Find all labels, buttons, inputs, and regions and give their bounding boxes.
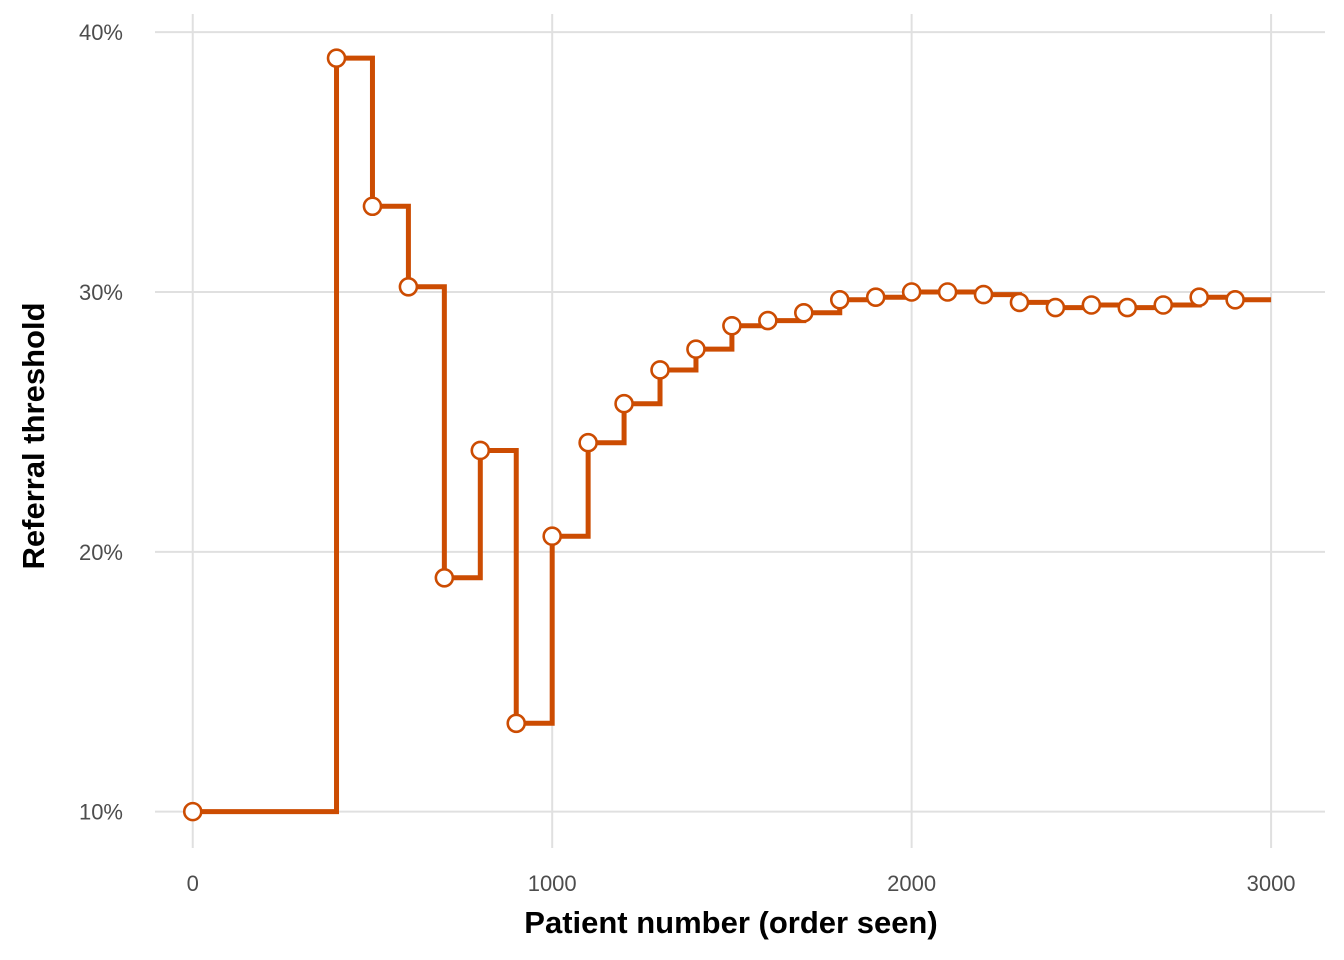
x-tick-label: 1000 (528, 871, 577, 896)
data-point (937, 282, 958, 302)
y-tick-label: 10% (79, 800, 123, 825)
step-line (192, 55, 1272, 815)
data-point (1189, 287, 1209, 307)
data-point (362, 196, 383, 217)
data-point (1117, 297, 1138, 318)
data-point (758, 310, 778, 331)
data-point (434, 567, 455, 588)
data-point (650, 360, 670, 380)
y-axis-ticks: 10% 20% 30% 40% (79, 20, 123, 824)
data-point (578, 432, 598, 453)
x-tick-label: 2000 (887, 871, 936, 896)
data-point (506, 713, 527, 734)
data-point (794, 302, 814, 323)
x-tick-label: 0 (187, 871, 199, 896)
data-point (901, 282, 922, 302)
y-axis-title: Referral threshold (16, 302, 51, 569)
y-tick-label: 40% (79, 20, 123, 45)
threshold-points (182, 48, 1245, 822)
data-point (398, 277, 419, 297)
data-point (722, 315, 742, 336)
data-point (614, 393, 634, 414)
y-tick-label: 30% (79, 280, 123, 305)
data-point (829, 289, 850, 310)
data-point (542, 526, 562, 547)
x-axis-title: Patient number (order seen) (524, 905, 937, 940)
data-point (1081, 295, 1102, 315)
x-tick-label: 3000 (1247, 871, 1296, 896)
horizontal-gridlines (155, 31, 1325, 813)
data-point (326, 48, 347, 68)
y-tick-label: 20% (79, 540, 123, 565)
data-point (470, 440, 491, 461)
data-point (1009, 292, 1030, 313)
data-point (1153, 295, 1174, 315)
data-point (686, 339, 706, 359)
threshold-series (192, 55, 1272, 815)
data-point (1045, 297, 1066, 318)
data-point (1225, 289, 1245, 310)
data-point (865, 287, 886, 307)
x-axis-ticks: 0 1000 2000 3000 (187, 871, 1296, 896)
data-point (182, 801, 203, 822)
vertical-gridlines (191, 14, 1273, 848)
data-point (973, 284, 994, 305)
